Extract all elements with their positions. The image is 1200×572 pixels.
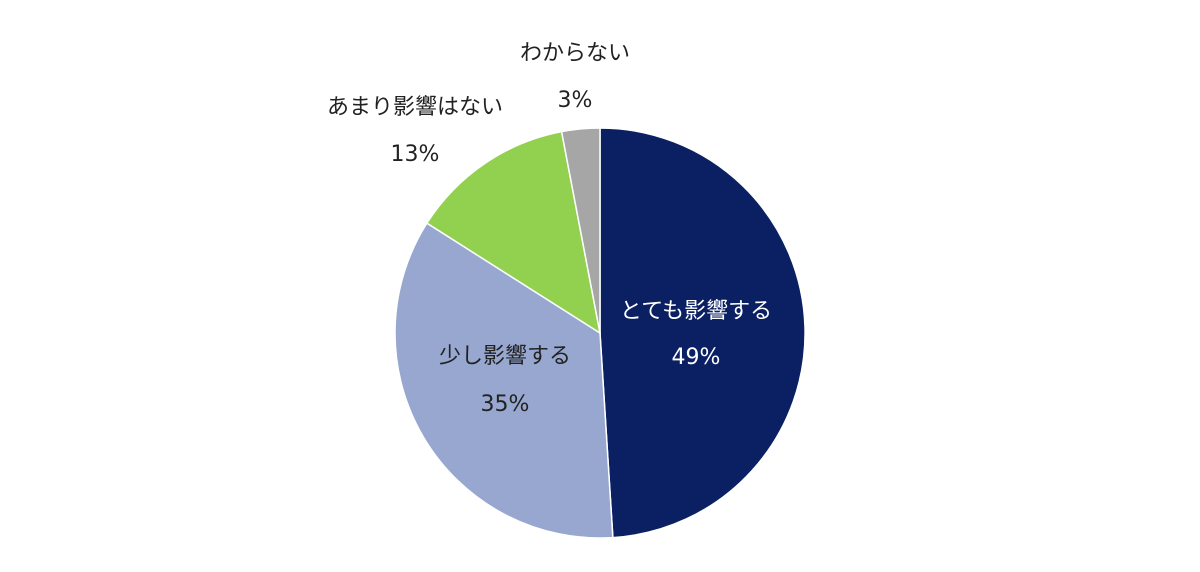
slice-label-wakaranai: わからない [520,41,630,66]
slice-value-sukoshi: 35% [481,392,530,417]
slice-label-totemo: とても影響する [620,299,772,324]
slice-value-totemo: 49% [672,345,721,370]
slice-value-wakaranai: 3% [558,88,593,113]
slice-value-amari: 13% [391,142,440,167]
slice-label-amari: あまり影響はない [327,95,503,120]
slice-totemo [599,127,806,539]
slice-sukoshi [394,222,614,539]
slice-wakaranai [560,127,601,334]
slice-amari [425,130,602,335]
pie-slices [394,127,806,539]
data-labels: とても影響する 49% 少し影響する 35% あまり影響はない 13% わからな… [327,41,772,417]
slice-label-sukoshi: 少し影響する [439,344,571,369]
